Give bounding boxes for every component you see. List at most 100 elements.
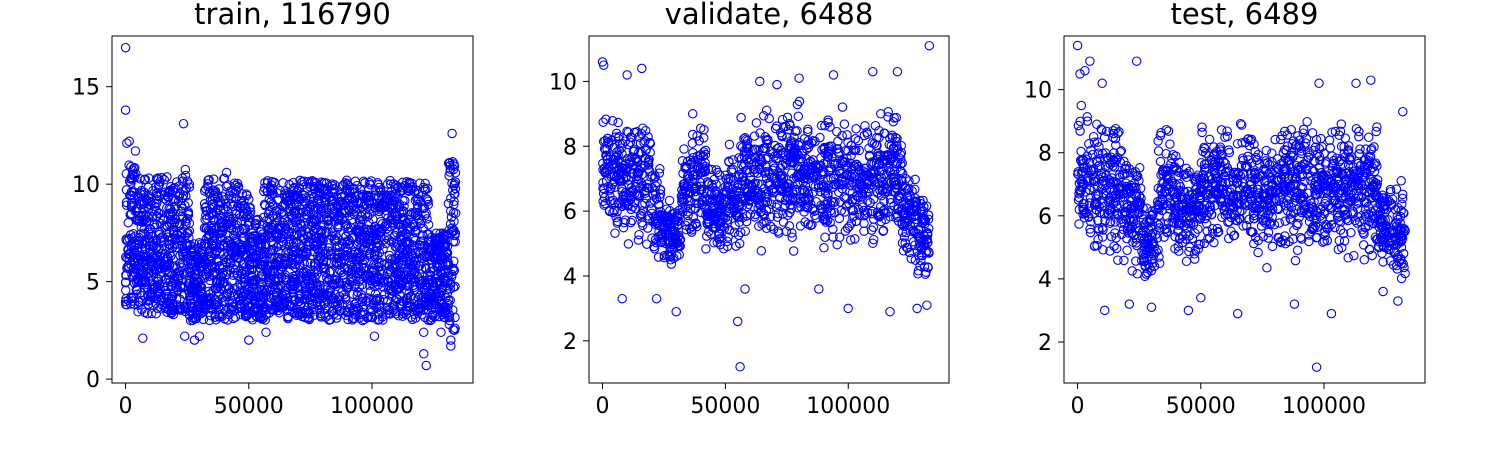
train-data-point bbox=[152, 303, 163, 314]
validate-data-point bbox=[755, 76, 765, 87]
train-data-point bbox=[239, 258, 249, 268]
validate-data-point bbox=[885, 306, 895, 317]
train-data-point bbox=[226, 304, 237, 314]
test-data-point bbox=[1076, 100, 1087, 111]
test-data-point bbox=[1127, 266, 1137, 276]
train-data-point bbox=[213, 197, 224, 208]
train-data-point bbox=[237, 189, 248, 199]
validate-data-point bbox=[732, 316, 743, 327]
validate-data-point bbox=[837, 102, 848, 112]
train-data-point bbox=[141, 251, 152, 262]
train-data-point bbox=[140, 307, 150, 318]
train-data-point bbox=[182, 213, 193, 224]
train-data-point bbox=[133, 297, 144, 307]
train-data-point bbox=[368, 295, 378, 305]
train-data-point bbox=[139, 197, 150, 208]
train-data-point bbox=[122, 300, 132, 310]
validate-y-tick-label: 4 bbox=[563, 265, 577, 290]
train-data-point bbox=[418, 349, 429, 359]
validate-data-point bbox=[883, 112, 893, 122]
train-data-point bbox=[123, 217, 134, 228]
train-data-point bbox=[232, 178, 243, 189]
train-data-point bbox=[201, 239, 211, 249]
validate-data-point bbox=[617, 293, 627, 304]
train-data-point bbox=[247, 315, 258, 325]
train-data-point bbox=[120, 105, 131, 115]
train-data-point bbox=[217, 308, 228, 319]
train-data-point bbox=[122, 236, 133, 246]
train-data-point bbox=[160, 262, 170, 273]
train-data-point bbox=[151, 242, 162, 253]
train-data-point bbox=[133, 193, 143, 204]
train-data-point bbox=[187, 259, 197, 270]
validate-data-point bbox=[872, 140, 882, 151]
train-data-point bbox=[126, 172, 136, 183]
train-data-point bbox=[212, 269, 222, 280]
train-data-point bbox=[147, 212, 158, 222]
train-data-point bbox=[228, 201, 238, 212]
train-data-point bbox=[235, 301, 246, 312]
validate-data-point bbox=[859, 226, 869, 236]
train-data-point bbox=[447, 128, 457, 139]
train-data-point bbox=[173, 271, 183, 282]
validate-data-point bbox=[778, 217, 789, 227]
train-data-point bbox=[126, 178, 136, 188]
train-data-point bbox=[137, 268, 148, 279]
train-data-point bbox=[147, 231, 158, 241]
train-data-point bbox=[241, 189, 252, 199]
train-data-point bbox=[140, 174, 150, 184]
train-data-point bbox=[149, 240, 159, 251]
train-data-point bbox=[219, 314, 230, 324]
train-data-point bbox=[205, 250, 216, 261]
train-data-point bbox=[169, 196, 180, 207]
train-data-point bbox=[137, 295, 148, 306]
train-data-point bbox=[186, 303, 197, 313]
validate-data-point bbox=[740, 284, 750, 294]
test-data-point bbox=[1132, 269, 1143, 279]
validate-data-point bbox=[679, 144, 689, 154]
train-data-point bbox=[189, 239, 200, 249]
validate-data-point bbox=[701, 244, 711, 254]
train-data-point bbox=[229, 178, 240, 188]
train-data-point bbox=[151, 273, 161, 283]
train-scatter-points bbox=[120, 42, 461, 371]
train-data-point bbox=[219, 240, 230, 251]
validate-data-point bbox=[695, 123, 706, 133]
validate-x-tick-label: 100000 bbox=[806, 394, 890, 419]
train-data-point bbox=[204, 298, 215, 309]
train-data-point bbox=[179, 331, 190, 341]
train-data-point bbox=[235, 202, 245, 212]
train-data-point bbox=[146, 249, 157, 259]
train-data-point bbox=[123, 261, 134, 271]
train-data-point bbox=[204, 187, 215, 197]
validate-data-point bbox=[664, 195, 675, 206]
train-y-tick-label: 15 bbox=[72, 76, 100, 101]
validate-data-point bbox=[756, 246, 767, 256]
train-data-point bbox=[203, 175, 213, 186]
validate-data-point bbox=[735, 362, 745, 372]
train-data-point bbox=[225, 246, 236, 256]
train-data-point bbox=[228, 263, 238, 274]
train-data-point bbox=[221, 181, 232, 192]
validate-data-point bbox=[924, 40, 935, 51]
train-data-point bbox=[138, 333, 148, 343]
train-data-point bbox=[121, 293, 131, 304]
train-data-point bbox=[250, 291, 260, 302]
train-data-point bbox=[138, 210, 149, 220]
validate-data-point bbox=[819, 243, 829, 253]
train-data-point bbox=[369, 331, 380, 341]
train-data-point bbox=[180, 216, 191, 227]
train-data-point bbox=[213, 257, 224, 267]
train-data-point bbox=[378, 295, 389, 305]
train-x-tick-label: 50000 bbox=[214, 394, 284, 419]
train-data-point bbox=[174, 191, 184, 201]
validate-data-point bbox=[687, 109, 698, 119]
train-data-point bbox=[253, 302, 263, 313]
train-data-point bbox=[136, 185, 147, 196]
train-data-point bbox=[170, 201, 181, 211]
train-data-point bbox=[219, 195, 230, 205]
train-data-point bbox=[148, 241, 158, 252]
train-data-point bbox=[217, 268, 228, 279]
train-data-point bbox=[139, 187, 149, 197]
train-data-point bbox=[182, 229, 192, 239]
